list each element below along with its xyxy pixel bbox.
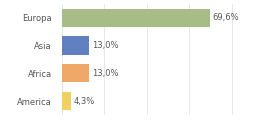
Text: 13,0%: 13,0% (92, 69, 118, 78)
Bar (62, 36, 89, 54)
Bar (62, 92, 71, 110)
Text: 4,3%: 4,3% (73, 97, 95, 106)
Text: 13,0%: 13,0% (92, 41, 118, 50)
Bar (62, 9, 210, 27)
Text: 69,6%: 69,6% (212, 13, 239, 22)
Bar (62, 64, 89, 82)
